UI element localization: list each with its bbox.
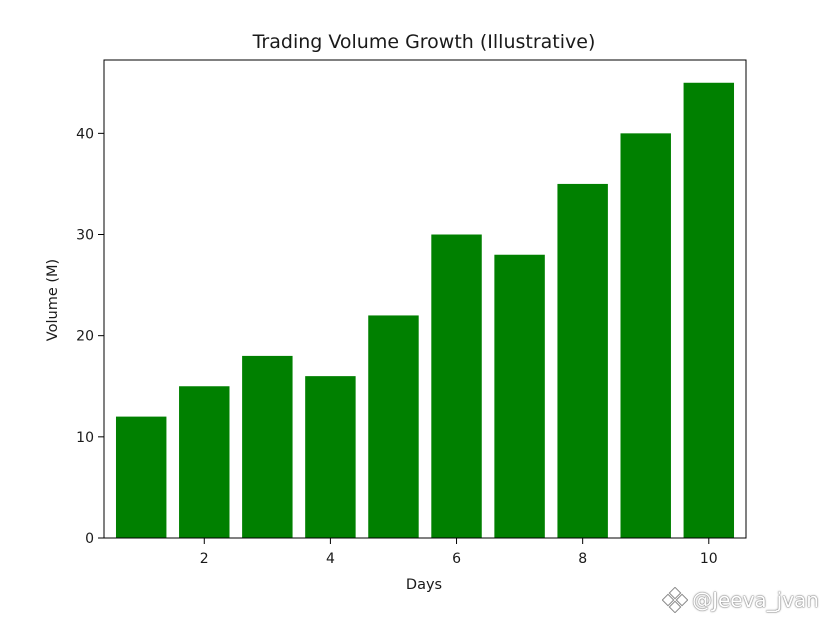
x-ticks: 2 4 6 8 10	[200, 538, 718, 567]
bar-day-5	[368, 315, 419, 538]
y-ticks: 0 10 20 30 40	[76, 126, 104, 547]
y-axis-label: Volume (M)	[45, 259, 61, 341]
bar-day-8	[557, 183, 608, 539]
bar-day-7	[494, 254, 545, 539]
x-tick-label: 4	[326, 551, 335, 567]
x-tick-label: 6	[452, 551, 461, 567]
bar-day-10	[683, 82, 735, 538]
y-tick-label: 10	[76, 430, 94, 446]
watermark-logo-icon	[662, 587, 689, 613]
bar-day-6	[431, 234, 482, 538]
y-tick-label: 30	[76, 228, 94, 244]
chart-title: Trading Volume Growth (Illustrative)	[252, 31, 596, 53]
y-tick-label: 20	[76, 329, 94, 345]
bar-day-1	[115, 416, 167, 538]
x-tick-label: 2	[200, 551, 209, 567]
watermark: @Jeeva_jvan	[662, 587, 819, 613]
bar-day-2	[179, 386, 230, 538]
bar-day-3	[242, 355, 293, 538]
x-tick-label: 8	[578, 551, 587, 567]
bar-day-4	[305, 376, 356, 538]
plot-frame	[103, 59, 747, 539]
x-axis-label: Days	[406, 577, 442, 593]
x-tick-label: 10	[700, 551, 718, 567]
y-tick-label: 40	[76, 126, 94, 142]
y-tick-label: 0	[85, 531, 94, 547]
watermark-text: @Jeeva_jvan	[692, 588, 819, 612]
bars-group	[115, 82, 735, 539]
bar-day-9	[620, 133, 671, 538]
